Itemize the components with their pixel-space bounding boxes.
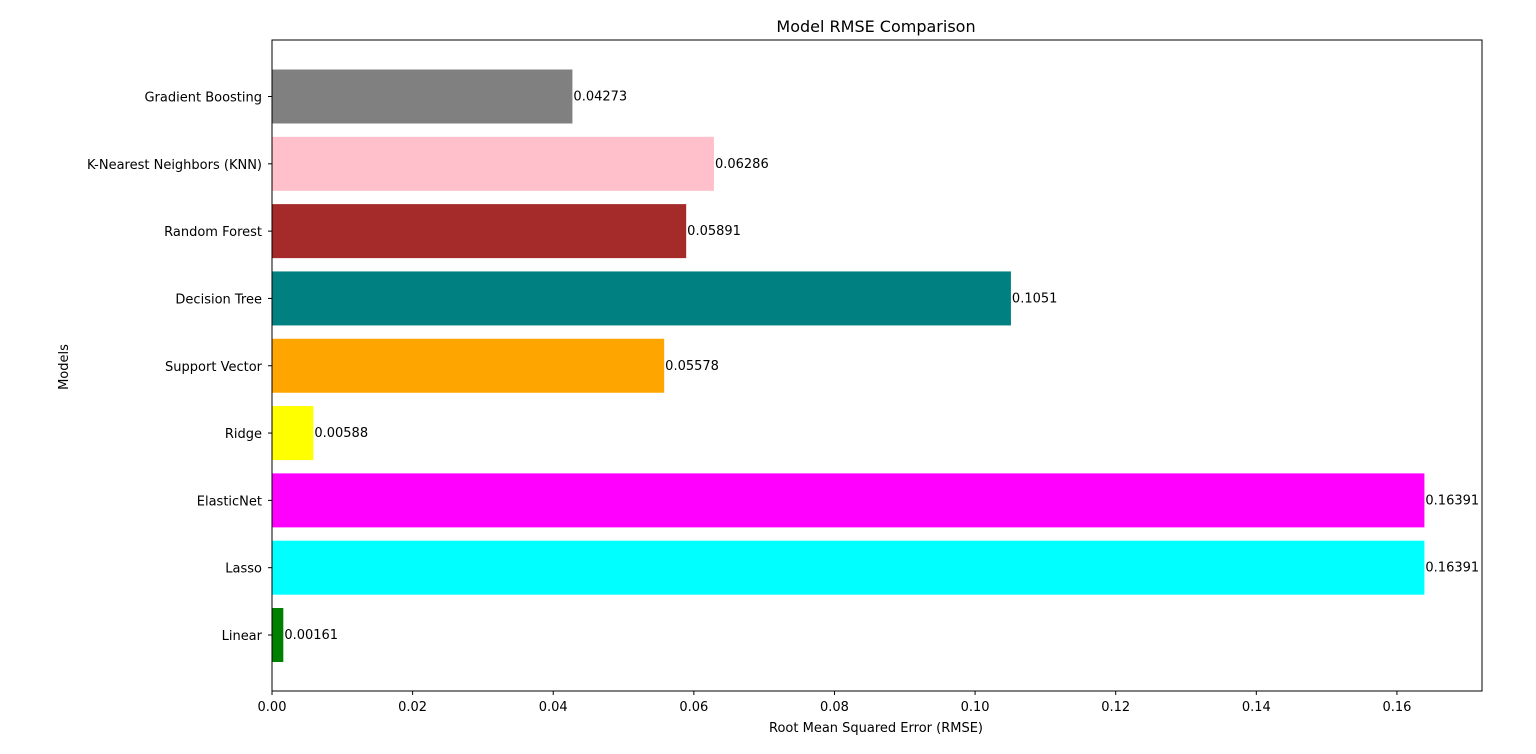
y-axis-label: Models xyxy=(57,344,72,390)
value-label-decision-tree: 0.1051 xyxy=(1012,291,1058,306)
bar-ridge xyxy=(272,406,314,461)
y-tick-label-elasticnet: ElasticNet xyxy=(197,494,262,509)
y-tick-label-gradient-boosting: Gradient Boosting xyxy=(144,91,262,106)
y-tick-label-lasso: Lasso xyxy=(225,562,262,577)
x-tick-label-7: 0.14 xyxy=(1242,700,1271,715)
y-tick-label-decision-tree: Decision Tree xyxy=(175,292,262,307)
value-label-support-vector: 0.05578 xyxy=(665,359,719,374)
y-tick-label-random-forest: Random Forest xyxy=(164,225,262,240)
y-tick-label-ridge: Ridge xyxy=(225,427,262,442)
value-label-elasticnet: 0.16391 xyxy=(1425,493,1479,508)
x-tick-label-8: 0.16 xyxy=(1382,700,1411,715)
value-label-k-nearest-neighbors-knn: 0.06286 xyxy=(715,157,769,172)
chart-title: Model RMSE Comparison xyxy=(776,17,975,36)
bar-support-vector xyxy=(272,338,665,393)
bar-random-forest xyxy=(272,204,687,259)
x-tick-label-4: 0.08 xyxy=(820,700,849,715)
y-tick-label-linear: Linear xyxy=(222,629,263,644)
value-label-lasso: 0.16391 xyxy=(1425,561,1479,576)
value-label-random-forest: 0.05891 xyxy=(687,224,741,239)
bar-decision-tree xyxy=(272,271,1011,326)
y-tick-label-support-vector: Support Vector xyxy=(165,360,263,375)
bar-lasso xyxy=(272,540,1425,595)
plot-area-frame xyxy=(271,39,1483,692)
value-label-ridge: 0.00588 xyxy=(314,426,368,441)
bar-linear xyxy=(272,608,284,662)
x-tick-label-5: 0.10 xyxy=(961,700,990,715)
x-tick-label-2: 0.04 xyxy=(539,700,568,715)
x-axis-label: Root Mean Squared Error (RMSE) xyxy=(769,721,983,736)
x-tick-label-0: 0.00 xyxy=(258,700,287,715)
y-tick-label-k-nearest-neighbors-knn: K-Nearest Neighbors (KNN) xyxy=(87,158,262,173)
value-label-linear: 0.00161 xyxy=(284,628,338,643)
bar-gradient-boosting xyxy=(272,69,573,124)
bars-layer xyxy=(272,69,1425,662)
bar-elasticnet xyxy=(272,473,1425,528)
value-labels-layer: 0.00161 0.16391 0.16391 0.00588 0.05578 0.105… xyxy=(284,90,1479,644)
value-label-gradient-boosting: 0.04273 xyxy=(573,90,627,105)
bar-k-nearest-neighbors-knn xyxy=(272,136,714,191)
x-ticks-layer: 0.00 0.02 0.04 0.06 0.08 0.10 0.12 0.14 0.16 xyxy=(258,691,1411,715)
x-tick-label-1: 0.02 xyxy=(398,700,427,715)
y-ticks-layer: Linear Lasso ElasticNet Ridge Support Vector… xyxy=(87,91,272,644)
x-tick-label-3: 0.06 xyxy=(679,700,708,715)
x-tick-label-6: 0.12 xyxy=(1101,700,1130,715)
